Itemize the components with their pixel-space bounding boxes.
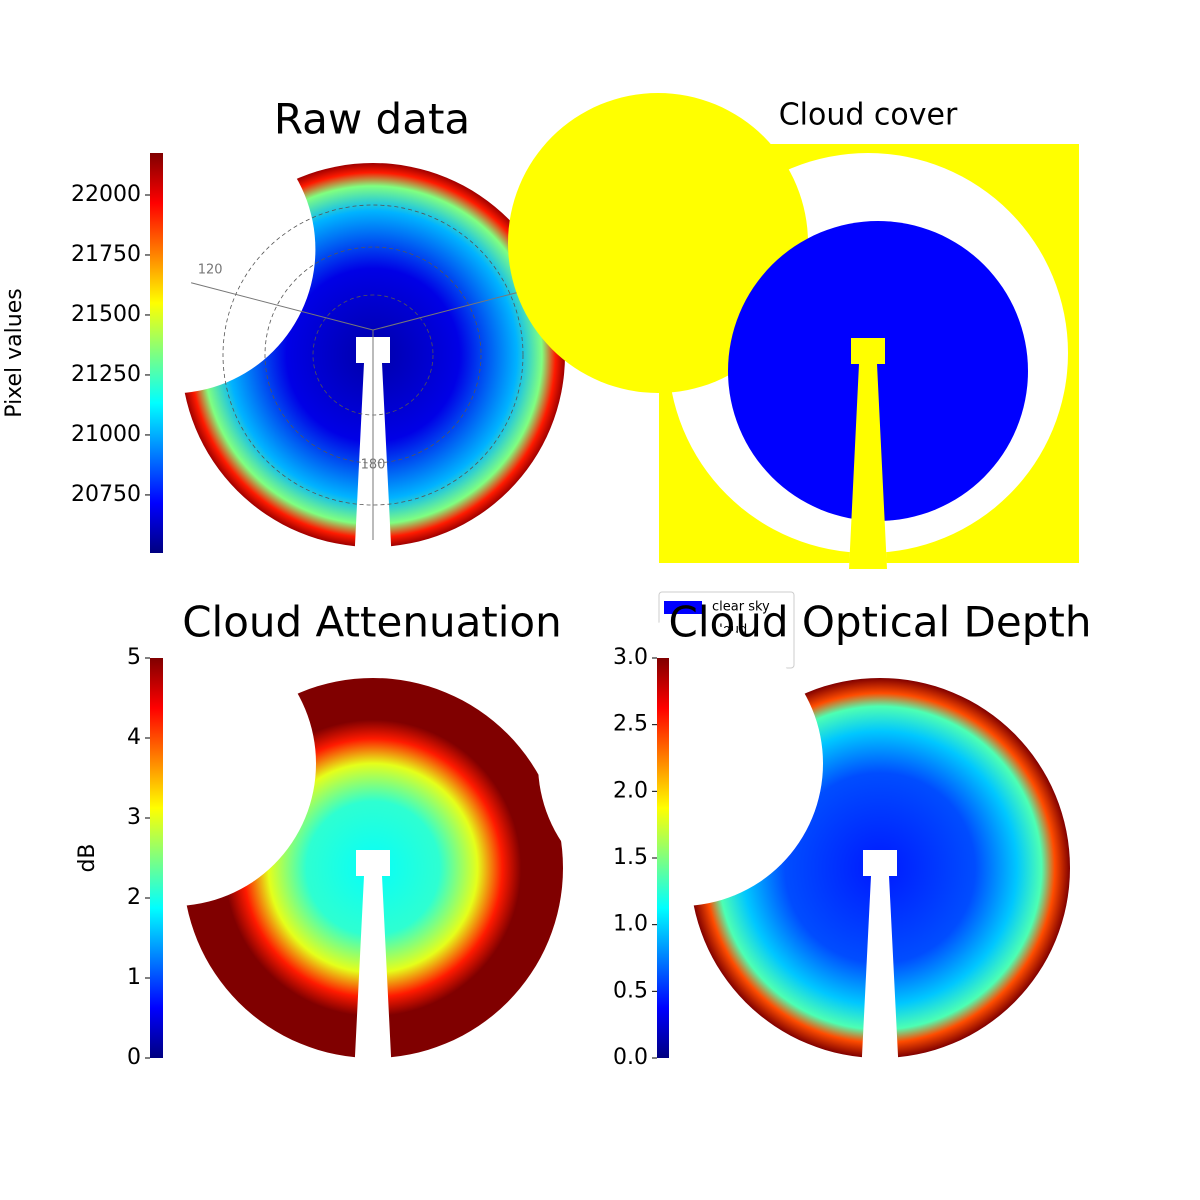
colorbar-tick-label: 2.5: [613, 712, 648, 737]
blank: [176, 158, 234, 360]
colorbar-tick-label: 0.0: [613, 1045, 648, 1070]
colorbar-tick-label: 3.0: [613, 645, 648, 670]
mast: [354, 850, 392, 1076]
colorbar: [150, 153, 163, 553]
colorbar-tick-label: 21000: [71, 422, 141, 447]
occlusion: [538, 621, 823, 906]
azimuth-label: 180: [361, 458, 386, 473]
colorbar-tick-label: 21500: [71, 302, 141, 327]
colorbar-label: Pixel values: [2, 288, 27, 417]
occlusion: [508, 93, 808, 393]
colorbar: [150, 658, 163, 1058]
colorbar-tick-label: 0: [127, 1045, 141, 1070]
clear-sky-region: [728, 221, 1028, 521]
blank: [663, 148, 723, 358]
colorbar-tick-label: 21750: [71, 242, 141, 267]
occlusion: [27, 105, 316, 394]
colorbar-tick-label: 3: [127, 805, 141, 830]
colorbar-tick-label: 0.5: [613, 978, 648, 1003]
colorbar-tick-label: 22000: [71, 182, 141, 207]
blank: [178, 673, 235, 873]
colorbar-label: dB: [75, 843, 100, 872]
sky-image: [538, 621, 1070, 1076]
colorbar-tick-label: 1: [127, 965, 141, 990]
legend-swatch: [664, 601, 702, 614]
colorbar-tick-label: 21250: [71, 362, 141, 387]
colorbar-tick-label: 5: [127, 645, 141, 670]
colorbar-tick-label: 1.0: [613, 912, 648, 937]
azimuth-label: 120: [198, 263, 223, 278]
mast: [849, 338, 887, 569]
sky-image: [31, 621, 563, 1076]
panel-title: Cloud cover: [779, 98, 958, 133]
colorbar-tick-label: 4: [127, 725, 141, 750]
colorbar-tick-label: 2.0: [613, 778, 648, 803]
mast: [861, 850, 899, 1076]
blank: [685, 673, 742, 873]
colorbar-tick-label: 2: [127, 885, 141, 910]
colorbar-tick-label: 20750: [71, 482, 141, 507]
polar-grid: [222, 204, 524, 506]
panel-title: Cloud Attenuation: [182, 598, 562, 647]
colorbar-tick-label: 1.5: [613, 845, 648, 870]
colorbar: [657, 658, 669, 1058]
azimuth-line: [191, 282, 374, 331]
legend-label: clear sky: [712, 600, 770, 615]
panel-title: Raw data: [274, 95, 470, 144]
panel-title: Cloud Optical Depth: [669, 598, 1092, 647]
occlusion: [31, 621, 316, 906]
